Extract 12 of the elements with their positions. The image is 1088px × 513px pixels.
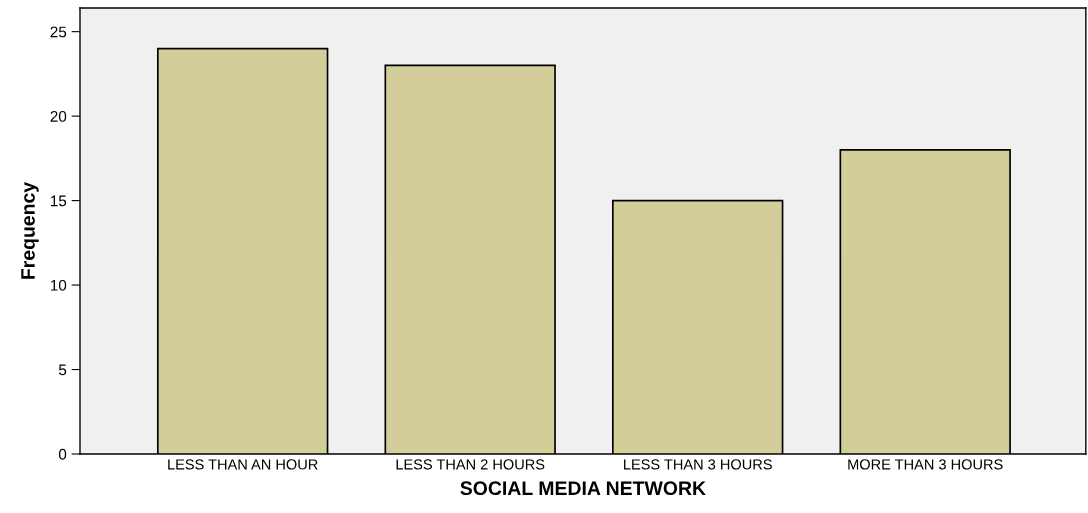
y-axis-title: Frequency: [21, 181, 39, 279]
x-tick-label: LESS THAN AN HOUR: [168, 459, 318, 470]
x-axis-title: SOCIAL MEDIA NETWORK: [460, 481, 706, 496]
y-tick-label: 25: [50, 26, 67, 38]
y-tick-label: 20: [50, 110, 67, 122]
y-tick-label: 10: [50, 279, 67, 291]
y-tick-label: 0: [58, 448, 67, 460]
x-tick-label: LESS THAN 3 HOURS: [624, 459, 772, 470]
y-tick-label: 15: [50, 195, 67, 207]
x-tick-label: LESS THAN 2 HOURS: [396, 459, 545, 470]
y-tick-label: 5: [58, 364, 67, 376]
x-tick-label: MORE THAN 3 HOURS: [848, 459, 1003, 470]
